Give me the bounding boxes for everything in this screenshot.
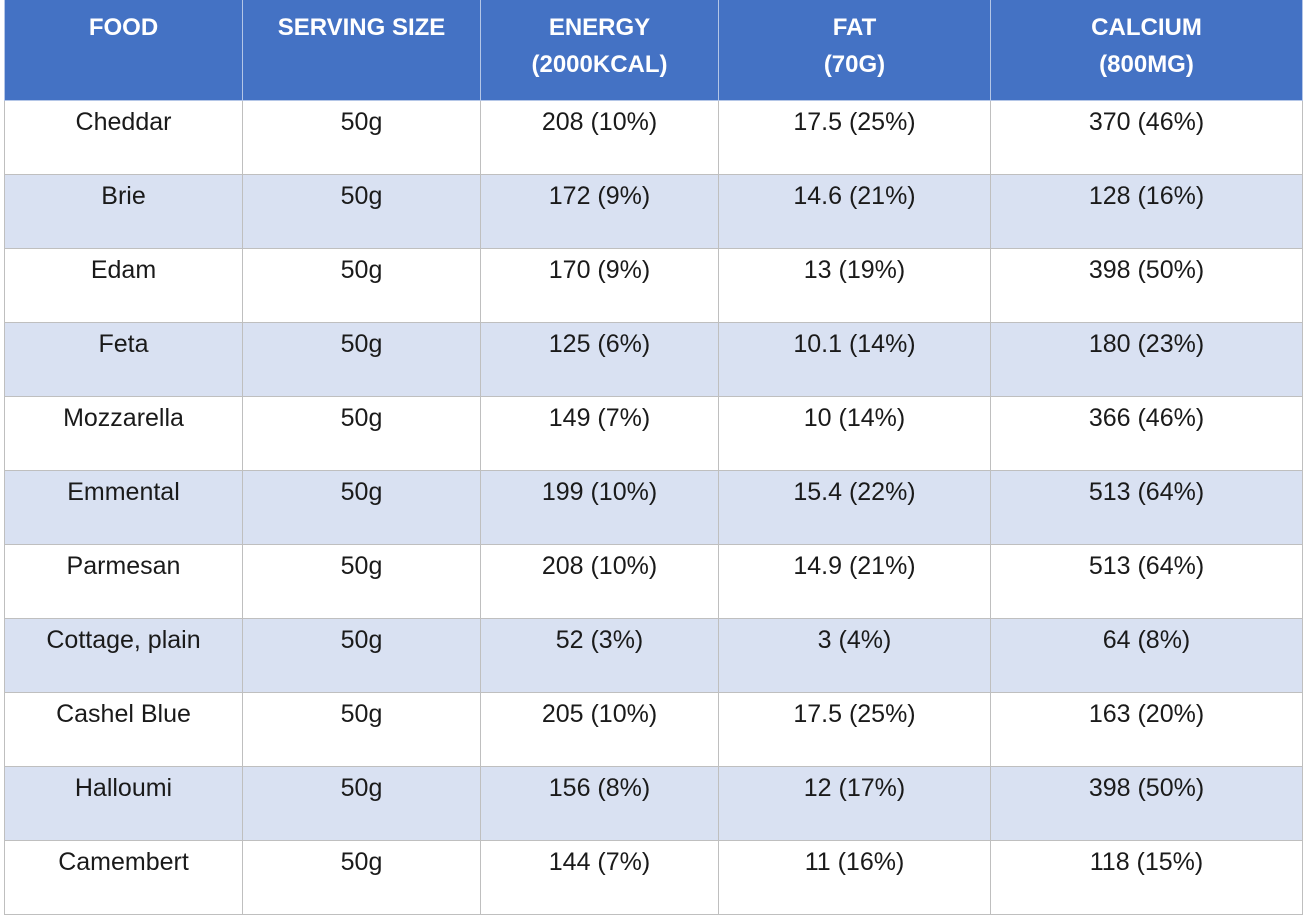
cell-energy: 205 (10%) [480, 691, 719, 767]
cell-food: Parmesan [4, 543, 243, 619]
header-food: FOOD [4, 0, 243, 101]
cell-serving-size: 50g [242, 617, 481, 693]
table-row: Feta 50g 125 (6%) 10.1 (14%) 180 (23%) [4, 321, 1303, 397]
cell-serving-size: 50g [242, 543, 481, 619]
cell-food: Halloumi [4, 765, 243, 841]
header-energy-line2: (2000KCAL) [531, 51, 668, 78]
cell-food: Cheddar [4, 99, 243, 175]
cell-serving-size: 50g [242, 247, 481, 323]
cell-fat: 15.4 (22%) [718, 469, 991, 545]
cell-serving-size: 50g [242, 321, 481, 397]
table-row: Cottage, plain 50g 52 (3%) 3 (4%) 64 (8%… [4, 617, 1303, 693]
cell-fat: 14.6 (21%) [718, 173, 991, 249]
cell-food: Cashel Blue [4, 691, 243, 767]
cell-food: Edam [4, 247, 243, 323]
cell-calcium: 366 (46%) [990, 395, 1303, 471]
header-fat: FAT (70G) [718, 0, 991, 101]
cell-energy: 125 (6%) [480, 321, 719, 397]
cell-energy: 208 (10%) [480, 543, 719, 619]
cell-calcium: 513 (64%) [990, 543, 1303, 619]
cell-fat: 14.9 (21%) [718, 543, 991, 619]
cell-fat: 13 (19%) [718, 247, 991, 323]
cell-calcium: 180 (23%) [990, 321, 1303, 397]
header-food-line1: FOOD [88, 14, 159, 41]
cell-energy: 172 (9%) [480, 173, 719, 249]
cell-serving-size: 50g [242, 691, 481, 767]
cell-serving-size: 50g [242, 99, 481, 175]
header-calcium-line1: CALCIUM [1091, 14, 1202, 41]
cell-energy: 52 (3%) [480, 617, 719, 693]
cell-fat: 11 (16%) [718, 839, 991, 915]
cell-food: Camembert [4, 839, 243, 915]
cell-energy: 149 (7%) [480, 395, 719, 471]
cell-serving-size: 50g [242, 839, 481, 915]
table-row: Emmental 50g 199 (10%) 15.4 (22%) 513 (6… [4, 469, 1303, 545]
cell-food: Feta [4, 321, 243, 397]
header-calcium-line2: (800MG) [1099, 51, 1194, 78]
cell-calcium: 398 (50%) [990, 247, 1303, 323]
header-fat-line1: FAT [832, 14, 877, 41]
header-serving-size-line1: SERVING SIZE [277, 14, 446, 41]
header-energy-line1: ENERGY [548, 14, 651, 41]
cell-energy: 199 (10%) [480, 469, 719, 545]
header-fat-line2: (70G) [823, 51, 886, 78]
cell-fat: 3 (4%) [718, 617, 991, 693]
cell-calcium: 370 (46%) [990, 99, 1303, 175]
cell-food: Brie [4, 173, 243, 249]
cell-calcium: 398 (50%) [990, 765, 1303, 841]
cell-serving-size: 50g [242, 395, 481, 471]
cell-calcium: 128 (16%) [990, 173, 1303, 249]
cell-calcium: 513 (64%) [990, 469, 1303, 545]
cell-calcium: 118 (15%) [990, 839, 1303, 915]
nutrition-table-container: FOOD SERVING SIZE ENERGY (2000KCAL) FAT … [4, 0, 1303, 915]
table-row: Edam 50g 170 (9%) 13 (19%) 398 (50%) [4, 247, 1303, 323]
header-serving-size: SERVING SIZE [242, 0, 481, 101]
cell-energy: 144 (7%) [480, 839, 719, 915]
nutrition-table: FOOD SERVING SIZE ENERGY (2000KCAL) FAT … [4, 0, 1303, 915]
table-row: Halloumi 50g 156 (8%) 12 (17%) 398 (50%) [4, 765, 1303, 841]
cell-food: Emmental [4, 469, 243, 545]
cell-serving-size: 50g [242, 469, 481, 545]
cell-calcium: 163 (20%) [990, 691, 1303, 767]
cell-fat: 10.1 (14%) [718, 321, 991, 397]
cell-serving-size: 50g [242, 765, 481, 841]
cell-energy: 156 (8%) [480, 765, 719, 841]
header-row: FOOD SERVING SIZE ENERGY (2000KCAL) FAT … [4, 0, 1303, 101]
table-row: Brie 50g 172 (9%) 14.6 (21%) 128 (16%) [4, 173, 1303, 249]
table-row: Parmesan 50g 208 (10%) 14.9 (21%) 513 (6… [4, 543, 1303, 619]
header-energy: ENERGY (2000KCAL) [480, 0, 719, 101]
table-row: Cashel Blue 50g 205 (10%) 17.5 (25%) 163… [4, 691, 1303, 767]
cell-food: Mozzarella [4, 395, 243, 471]
cell-serving-size: 50g [242, 173, 481, 249]
table-row: Camembert 50g 144 (7%) 11 (16%) 118 (15%… [4, 839, 1303, 915]
cell-calcium: 64 (8%) [990, 617, 1303, 693]
cell-fat: 10 (14%) [718, 395, 991, 471]
cell-food: Cottage, plain [4, 617, 243, 693]
cell-fat: 12 (17%) [718, 765, 991, 841]
cell-fat: 17.5 (25%) [718, 691, 991, 767]
table-row: Mozzarella 50g 149 (7%) 10 (14%) 366 (46… [4, 395, 1303, 471]
cell-energy: 208 (10%) [480, 99, 719, 175]
cell-energy: 170 (9%) [480, 247, 719, 323]
cell-fat: 17.5 (25%) [718, 99, 991, 175]
table-row: Cheddar 50g 208 (10%) 17.5 (25%) 370 (46… [4, 99, 1303, 175]
header-calcium: CALCIUM (800MG) [990, 0, 1303, 101]
